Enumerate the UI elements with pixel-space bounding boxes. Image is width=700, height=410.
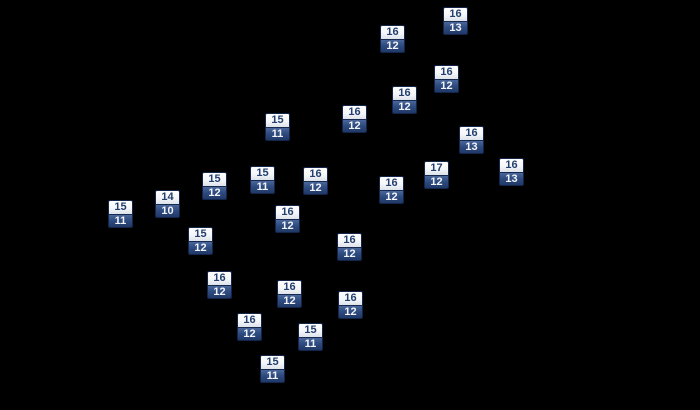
low-temp-value: 11 <box>109 214 132 227</box>
low-temp-value: 12 <box>425 175 448 188</box>
low-temp-value: 12 <box>393 100 416 113</box>
high-temp-value: 15 <box>299 324 322 337</box>
temp-marker[interactable]: 16 12 <box>207 271 232 299</box>
high-temp-value: 16 <box>460 127 483 140</box>
high-temp-value: 16 <box>238 314 261 327</box>
high-temp-value: 16 <box>278 281 301 294</box>
high-temp-value: 14 <box>156 191 179 204</box>
high-temp-value: 16 <box>393 87 416 100</box>
high-temp-value: 16 <box>380 177 403 190</box>
high-temp-value: 15 <box>261 356 284 369</box>
high-temp-value: 16 <box>304 168 327 181</box>
temp-marker[interactable]: 16 12 <box>392 86 417 114</box>
low-temp-value: 12 <box>380 190 403 203</box>
temp-marker[interactable]: 16 12 <box>434 65 459 93</box>
high-temp-value: 16 <box>343 106 366 119</box>
high-temp-value: 16 <box>500 159 523 172</box>
temp-marker[interactable]: 15 11 <box>298 323 323 351</box>
low-temp-value: 12 <box>238 327 261 340</box>
temp-marker[interactable]: 16 12 <box>379 176 404 204</box>
low-temp-value: 12 <box>208 285 231 298</box>
low-temp-value: 13 <box>444 21 467 34</box>
high-temp-value: 16 <box>276 206 299 219</box>
temp-marker[interactable]: 16 12 <box>303 167 328 195</box>
high-temp-value: 16 <box>381 26 404 39</box>
temp-marker[interactable]: 15 11 <box>260 355 285 383</box>
low-temp-value: 11 <box>261 369 284 382</box>
temp-marker[interactable]: 15 11 <box>108 200 133 228</box>
high-temp-value: 16 <box>339 292 362 305</box>
temp-marker[interactable]: 16 12 <box>275 205 300 233</box>
low-temp-value: 11 <box>299 337 322 350</box>
low-temp-value: 12 <box>338 247 361 260</box>
temp-marker[interactable]: 16 13 <box>443 7 468 35</box>
high-temp-value: 15 <box>189 228 212 241</box>
low-temp-value: 12 <box>276 219 299 232</box>
high-temp-value: 15 <box>266 114 289 127</box>
low-temp-value: 12 <box>203 186 226 199</box>
low-temp-value: 12 <box>189 241 212 254</box>
high-temp-value: 16 <box>435 66 458 79</box>
low-temp-value: 11 <box>251 180 274 193</box>
low-temp-value: 12 <box>304 181 327 194</box>
high-temp-value: 15 <box>203 173 226 186</box>
temp-marker[interactable]: 16 12 <box>342 105 367 133</box>
temp-marker[interactable]: 16 13 <box>499 158 524 186</box>
low-temp-value: 13 <box>500 172 523 185</box>
temp-marker[interactable]: 16 12 <box>277 280 302 308</box>
temp-marker[interactable]: 17 12 <box>424 161 449 189</box>
temp-marker[interactable]: 16 12 <box>237 313 262 341</box>
high-temp-value: 15 <box>109 201 132 214</box>
temp-marker[interactable]: 15 12 <box>202 172 227 200</box>
high-temp-value: 15 <box>251 167 274 180</box>
temp-marker[interactable]: 16 13 <box>459 126 484 154</box>
low-temp-value: 13 <box>460 140 483 153</box>
low-temp-value: 12 <box>343 119 366 132</box>
low-temp-value: 12 <box>435 79 458 92</box>
temp-marker[interactable]: 16 12 <box>338 291 363 319</box>
temp-marker[interactable]: 15 12 <box>188 227 213 255</box>
temp-marker[interactable]: 15 11 <box>250 166 275 194</box>
low-temp-value: 12 <box>278 294 301 307</box>
high-temp-value: 17 <box>425 162 448 175</box>
low-temp-value: 12 <box>381 39 404 52</box>
temp-marker[interactable]: 15 11 <box>265 113 290 141</box>
low-temp-value: 12 <box>339 305 362 318</box>
high-temp-value: 16 <box>338 234 361 247</box>
high-temp-value: 16 <box>208 272 231 285</box>
high-temp-value: 16 <box>444 8 467 21</box>
temp-marker[interactable]: 16 12 <box>337 233 362 261</box>
low-temp-value: 10 <box>156 204 179 217</box>
low-temp-value: 11 <box>266 127 289 140</box>
temp-marker[interactable]: 14 10 <box>155 190 180 218</box>
temp-marker[interactable]: 16 12 <box>380 25 405 53</box>
